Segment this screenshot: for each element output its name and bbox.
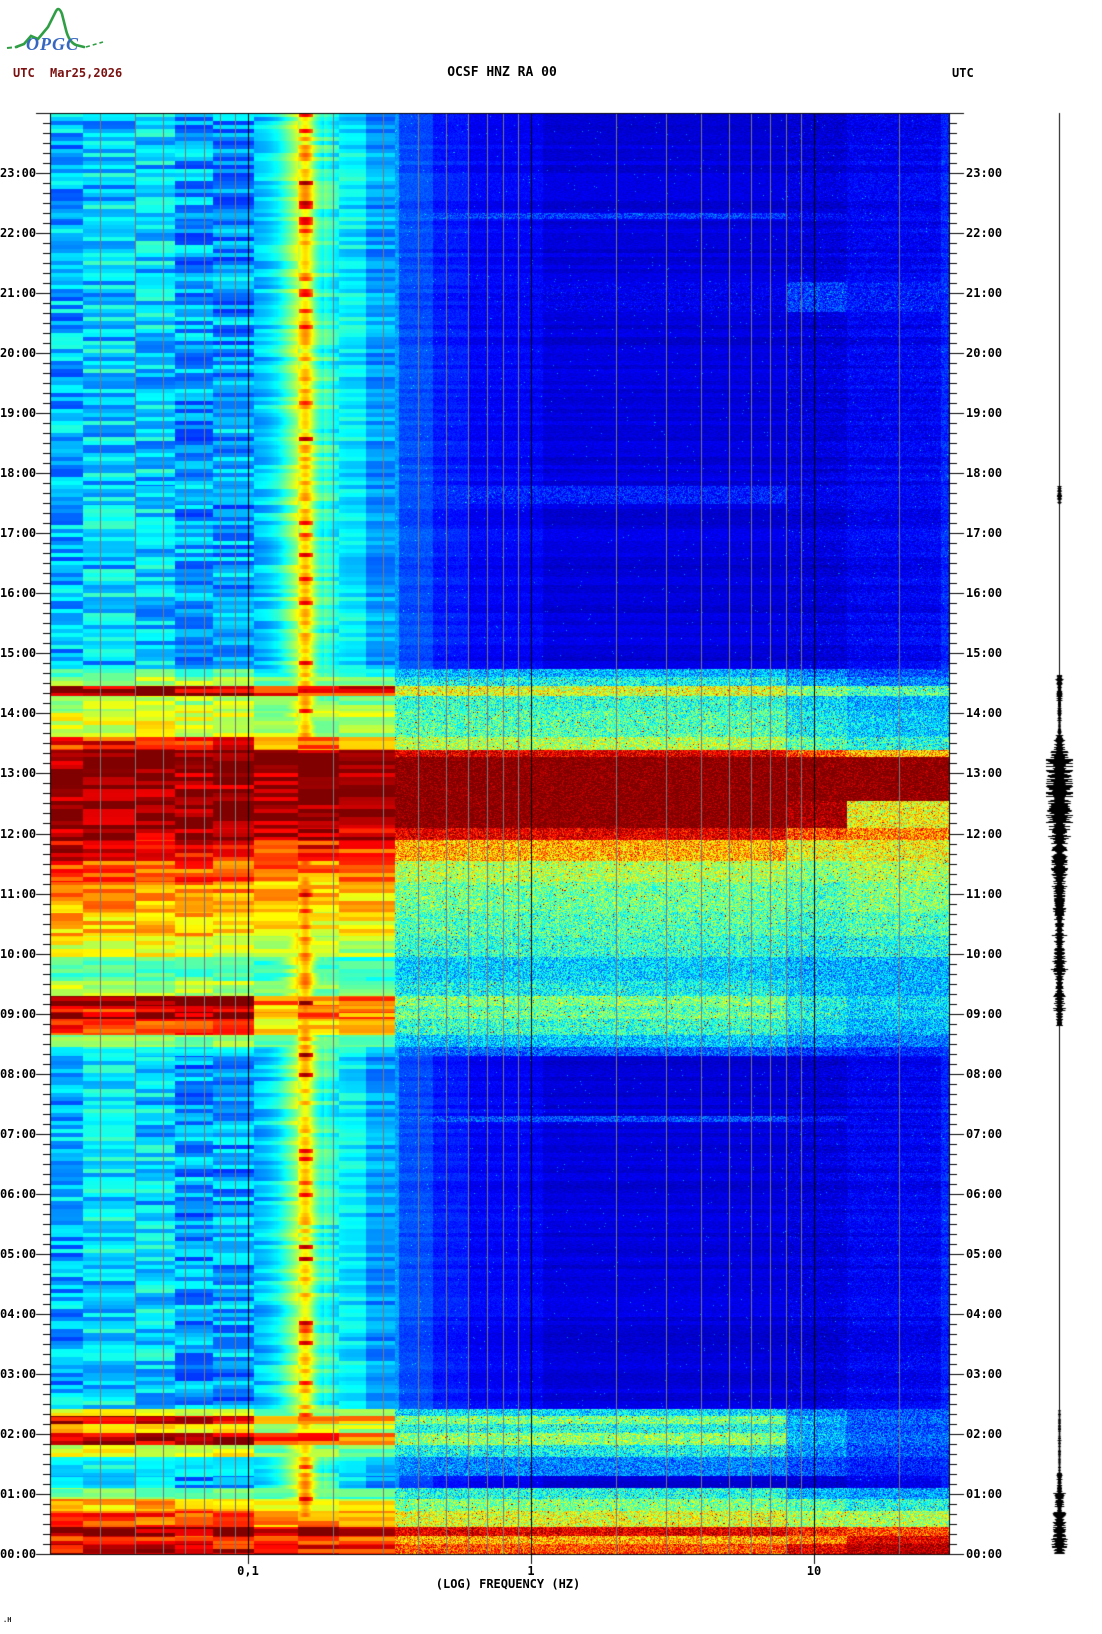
time-label-right: 07:00 [966, 1127, 1003, 1141]
time-label-right: 19:00 [966, 406, 1003, 420]
time-label-right: 20:00 [966, 346, 1003, 360]
time-label-left: 04:00 [0, 1307, 37, 1321]
time-label-right: 09:00 [966, 1007, 1003, 1021]
time-label-left: 10:00 [0, 947, 37, 961]
time-label-left: 05:00 [0, 1247, 37, 1261]
time-label-left: 12:00 [0, 827, 37, 841]
time-label-right: 08:00 [966, 1067, 1003, 1081]
time-label-right: 22:00 [966, 226, 1003, 240]
time-label-right: 23:00 [966, 166, 1003, 180]
time-label-left: 23:00 [0, 166, 37, 180]
time-label-left: 17:00 [0, 526, 37, 540]
time-label-right: 03:00 [966, 1367, 1003, 1381]
x-tick-label: 1 [527, 1564, 535, 1578]
time-label-left: 08:00 [0, 1067, 37, 1081]
x-axis-title: (LOG) FREQUENCY (HZ) [435, 1577, 581, 1591]
time-label-left: 06:00 [0, 1187, 37, 1201]
time-label-right: 16:00 [966, 586, 1003, 600]
time-label-left: 03:00 [0, 1367, 37, 1381]
x-tick-label: 0,1 [237, 1564, 259, 1578]
time-label-left: 22:00 [0, 226, 37, 240]
time-label-right: 21:00 [966, 286, 1003, 300]
time-label-right: 01:00 [966, 1487, 1003, 1501]
time-label-left: 21:00 [0, 286, 37, 300]
x-tick-label: 10 [806, 1564, 822, 1578]
time-label-right: 05:00 [966, 1247, 1003, 1261]
time-label-left: 07:00 [0, 1127, 37, 1141]
time-label-left: 02:00 [0, 1427, 37, 1441]
time-label-right: 17:00 [966, 526, 1003, 540]
signature-mark: .H [3, 1616, 12, 1624]
time-label-right: 15:00 [966, 646, 1003, 660]
time-label-left: 20:00 [0, 346, 37, 360]
time-label-left: 09:00 [0, 1007, 37, 1021]
time-label-left: 01:00 [0, 1487, 37, 1501]
time-label-left: 14:00 [0, 706, 37, 720]
time-label-left: 11:00 [0, 887, 37, 901]
time-label-right: 12:00 [966, 827, 1003, 841]
time-label-right: 00:00 [966, 1547, 1003, 1561]
time-label-left: 16:00 [0, 586, 37, 600]
time-label-right: 10:00 [966, 947, 1003, 961]
time-label-right: 02:00 [966, 1427, 1003, 1441]
time-label-left: 18:00 [0, 466, 37, 480]
time-label-right: 04:00 [966, 1307, 1003, 1321]
time-label-left: 13:00 [0, 766, 37, 780]
time-label-left: 19:00 [0, 406, 37, 420]
time-label-right: 06:00 [966, 1187, 1003, 1201]
time-label-right: 18:00 [966, 466, 1003, 480]
time-label-right: 13:00 [966, 766, 1003, 780]
time-label-right: 11:00 [966, 887, 1003, 901]
time-label-left: 15:00 [0, 646, 37, 660]
time-label-right: 14:00 [966, 706, 1003, 720]
time-label-left: 00:00 [0, 1547, 37, 1561]
